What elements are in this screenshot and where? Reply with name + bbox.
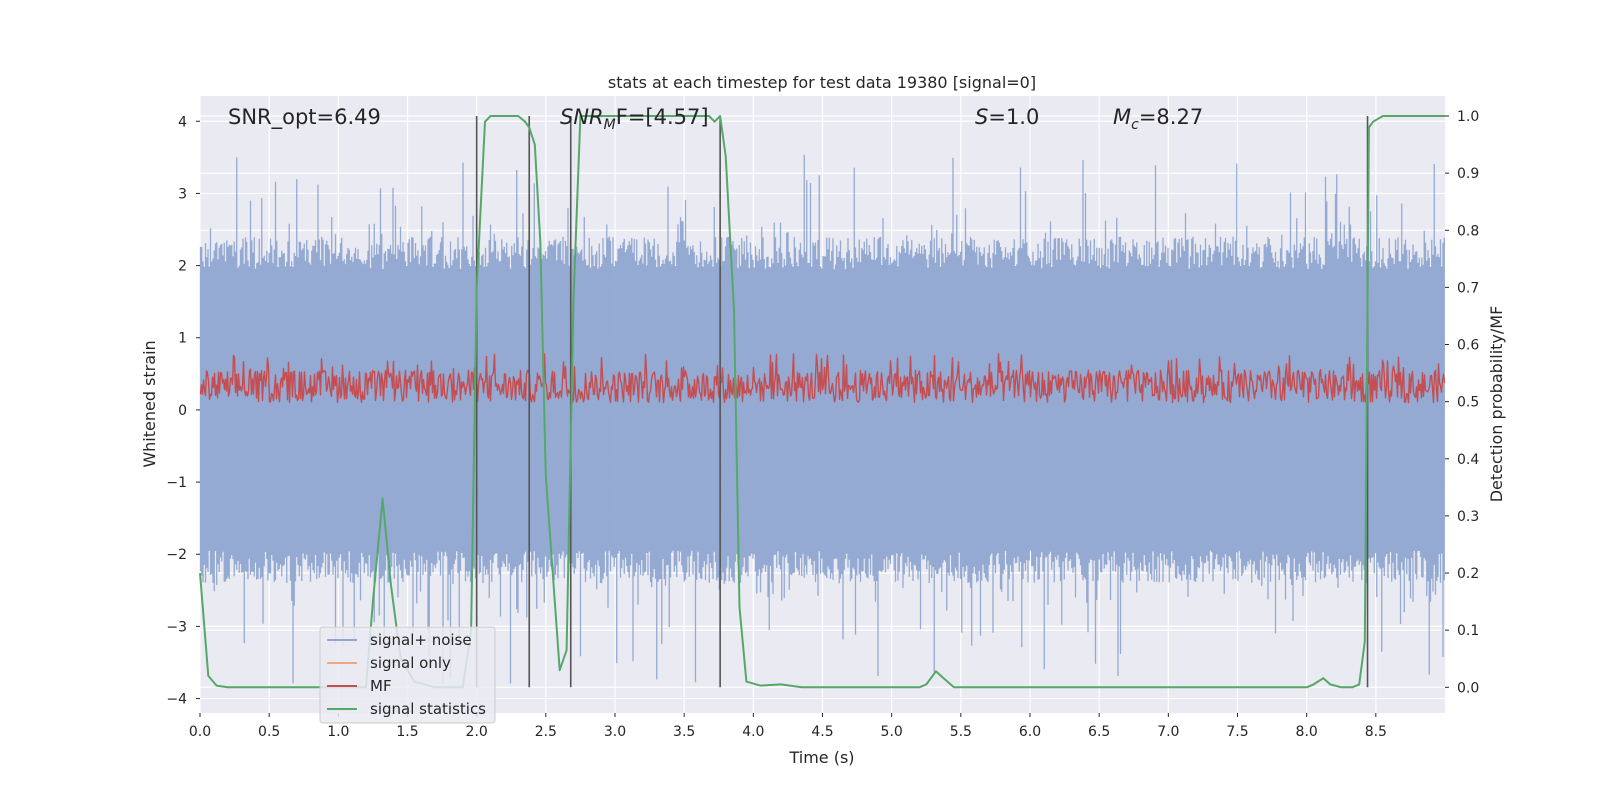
annotation-snr-mf-main: SNR [560, 105, 604, 129]
x-tick-label: 8.5 [1365, 724, 1387, 740]
y2-tick-label: 0.1 [1457, 623, 1479, 639]
legend-label-signal-statistics: signal statistics [370, 700, 486, 718]
y-tick-label: 2 [178, 259, 187, 275]
annotation-snr-mf-rest: F=[4.57] [616, 105, 709, 129]
x-tick-label: 1.0 [327, 724, 349, 740]
annotation-snr-mf-sub: M [604, 117, 616, 133]
x-tick-label: 5.0 [881, 724, 903, 740]
y2-tick-label: 0.5 [1457, 395, 1479, 411]
y-tick-label: 3 [178, 186, 187, 202]
mf-series [199, 353, 1446, 404]
y-tick-label: −1 [166, 475, 187, 491]
x-tick-label: 3.0 [604, 724, 626, 740]
annotation-mc-main: M [1113, 105, 1131, 129]
y-ticks: 4 3 2 1 0 −1 −2 −3 −4 [166, 114, 200, 708]
annotation-mc: Mc=8.27 [1113, 105, 1203, 133]
x-tick-label: 6.0 [1019, 724, 1041, 740]
y2-tick-label: 0.2 [1457, 566, 1479, 582]
annotation-s-rest: =1.0 [988, 105, 1039, 129]
annotation-s-main: S [975, 105, 988, 129]
annotation-mc-rest: =8.27 [1139, 105, 1203, 129]
y2-tick-label: 0.3 [1457, 509, 1479, 525]
legend-box [319, 626, 496, 724]
y-tick-label: −4 [166, 692, 187, 708]
legend-label-mf: MF [370, 677, 392, 695]
x-tick-label: 8.0 [1296, 724, 1318, 740]
y2-tick-label: 0.0 [1457, 680, 1479, 696]
y-tick-label: 1 [178, 331, 187, 347]
y2-tick-label: 0.7 [1457, 280, 1479, 296]
x-tick-label: 3.5 [673, 724, 695, 740]
mf-trace [199, 353, 1446, 404]
y2-axis-label: Detection probability/MF [1487, 306, 1506, 503]
x-tick-label: 7.0 [1157, 724, 1179, 740]
x-tick-label: 2.5 [535, 724, 557, 740]
x-tick-label: 1.5 [396, 724, 418, 740]
annotation-snr-mf: SNRMF=[4.57] [560, 105, 709, 133]
y2-tick-label: 0.8 [1457, 223, 1479, 239]
y-tick-label: 4 [178, 114, 187, 130]
x-tick-label: 7.5 [1226, 724, 1248, 740]
chart-title: stats at each timestep for test data 193… [608, 73, 1036, 92]
y2-tick-label: 0.9 [1457, 166, 1479, 182]
legend-label-signal-noise: signal+ noise [370, 631, 472, 649]
x-tick-label: 4.0 [742, 724, 764, 740]
x-tick-label: 0.0 [189, 724, 211, 740]
y-tick-label: −2 [166, 547, 187, 563]
y-tick-label: −3 [166, 619, 187, 635]
annotation-mc-sub: c [1131, 117, 1139, 133]
x-tick-label: 5.5 [950, 724, 972, 740]
x-tick-label: 4.5 [811, 724, 833, 740]
y-axis-label: Whitened strain [140, 340, 159, 467]
y2-tick-label: 0.6 [1457, 338, 1479, 354]
y2-ticks: 1.0 0.9 0.8 0.7 0.6 0.5 0.4 0.3 0.2 0.1 0.0 [1445, 109, 1479, 696]
y2-tick-label: 1.0 [1457, 109, 1479, 125]
legend-label-signal-only: signal only [370, 654, 451, 672]
y-tick-label: 0 [178, 403, 187, 419]
x-ticks: 0.0 0.5 1.0 1.5 2.0 2.5 3.0 3.5 4.0 4.5 5.0 5.5 6.0 6… [189, 713, 1387, 740]
x-axis-label: Time (s) [788, 748, 854, 767]
x-tick-label: 2.0 [466, 724, 488, 740]
annotation-s: S=1.0 [975, 105, 1039, 129]
x-tick-label: 6.5 [1088, 724, 1110, 740]
x-tick-label: 0.5 [258, 724, 280, 740]
annotation-snr-opt: SNR_opt=6.49 [228, 105, 381, 130]
y2-tick-label: 0.4 [1457, 452, 1479, 468]
legend: signal+ noise signal only MF signal stat… [319, 626, 496, 724]
